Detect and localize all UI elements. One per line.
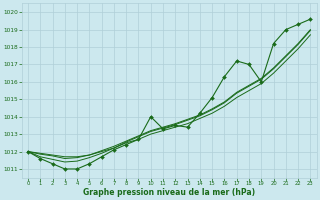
X-axis label: Graphe pression niveau de la mer (hPa): Graphe pression niveau de la mer (hPa): [83, 188, 255, 197]
